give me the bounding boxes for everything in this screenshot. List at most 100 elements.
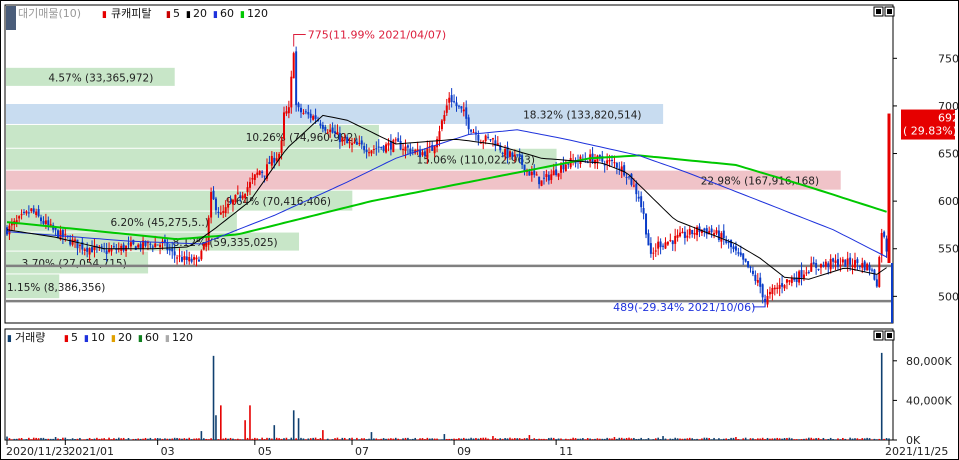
volume-bar: [769, 438, 771, 440]
candle: [37, 209, 40, 217]
candle: [630, 173, 633, 185]
volume-bar: [416, 439, 419, 440]
volume-bar: [49, 438, 52, 440]
volume-bar: [93, 438, 96, 440]
volume-bar: [370, 432, 373, 440]
candle: [462, 109, 465, 112]
volume-bar: [494, 438, 497, 440]
candle: [200, 250, 203, 260]
candle: [448, 97, 451, 103]
candle: [742, 253, 745, 260]
candle: [105, 250, 108, 254]
volume-bar: [52, 438, 54, 440]
candle: [494, 140, 497, 147]
candle: [241, 195, 244, 199]
candle: [71, 239, 74, 245]
candle: [202, 244, 205, 250]
volume-bar: [681, 438, 684, 440]
volume-bar: [414, 437, 416, 440]
x-axis-label: 11: [559, 445, 573, 458]
volume-bar: [713, 437, 715, 440]
volume-bar: [674, 437, 676, 440]
volume-bar: [438, 439, 441, 440]
close-icon-glyph: [887, 9, 892, 14]
candle: [785, 279, 788, 283]
candle: [815, 263, 818, 268]
volume-bar: [365, 439, 368, 440]
candle: [421, 152, 424, 156]
x-axis-label: 07: [355, 445, 369, 458]
volume-bar: [132, 438, 135, 440]
candle: [295, 51, 298, 106]
candle: [197, 259, 200, 262]
volume-bar: [23, 439, 25, 440]
candle: [508, 151, 511, 157]
low-marker: [753, 294, 766, 308]
candle: [154, 243, 157, 248]
volume-bar: [710, 439, 713, 440]
volume-bar: [749, 438, 752, 440]
candle: [134, 246, 137, 250]
candle: [649, 243, 652, 254]
volume-bar: [134, 438, 137, 440]
volume-bar: [873, 438, 876, 440]
candle: [210, 192, 213, 218]
volume-bar: [178, 438, 181, 440]
candle: [110, 248, 113, 252]
volume-bar: [351, 437, 353, 440]
system-menu-icon[interactable]: [6, 6, 16, 30]
volume-bar: [535, 439, 538, 440]
candle: [239, 195, 242, 198]
volume-bar: [424, 439, 426, 440]
candle: [460, 106, 463, 109]
volume-bar: [137, 438, 140, 440]
volume-bar: [210, 438, 212, 440]
x-axis-label: 2021/01: [68, 445, 114, 458]
volume-bar: [261, 437, 263, 440]
candle: [887, 113, 891, 264]
candle: [506, 146, 509, 159]
volume-profile-bar: [6, 251, 149, 274]
volume-bar: [863, 438, 866, 440]
candle: [550, 174, 553, 180]
candle: [555, 169, 558, 176]
volume-bar: [521, 438, 523, 440]
volume-bar: [708, 438, 710, 440]
volume-bar: [428, 438, 431, 440]
legend-marker: ▮: [7, 334, 12, 344]
candle: [329, 129, 332, 132]
volume-bar: [363, 438, 365, 440]
volume-legend-ma-20: 20: [118, 331, 132, 344]
volume-bar: [514, 438, 516, 440]
candle: [76, 239, 79, 249]
candle: [275, 158, 278, 161]
candle: [445, 105, 448, 113]
volume-bar: [693, 439, 696, 440]
volume-bar: [195, 438, 198, 440]
volume-bar: [110, 439, 113, 440]
candle: [756, 280, 759, 283]
price-y-label: 650: [938, 148, 959, 161]
volume-bar: [487, 438, 489, 440]
volume-bar: [608, 438, 611, 440]
candle: [790, 278, 793, 284]
volume-bar: [810, 437, 813, 440]
candle: [156, 244, 159, 246]
volume-bar: [786, 437, 788, 440]
volume-bar: [254, 437, 256, 440]
price-y-label: 550: [938, 243, 959, 256]
volume-bar: [552, 437, 555, 440]
volume-bar: [686, 438, 689, 440]
volume-bar: [307, 438, 310, 440]
candle: [382, 145, 385, 151]
candle: [844, 259, 847, 267]
candle: [251, 178, 254, 180]
volume-bar: [273, 425, 276, 440]
volume-bar: [812, 438, 815, 440]
candle: [720, 233, 723, 242]
volume-bar: [582, 438, 584, 440]
candle: [457, 105, 460, 107]
candle: [375, 148, 378, 150]
volume-bar: [15, 438, 18, 440]
volume-bar: [652, 439, 655, 440]
